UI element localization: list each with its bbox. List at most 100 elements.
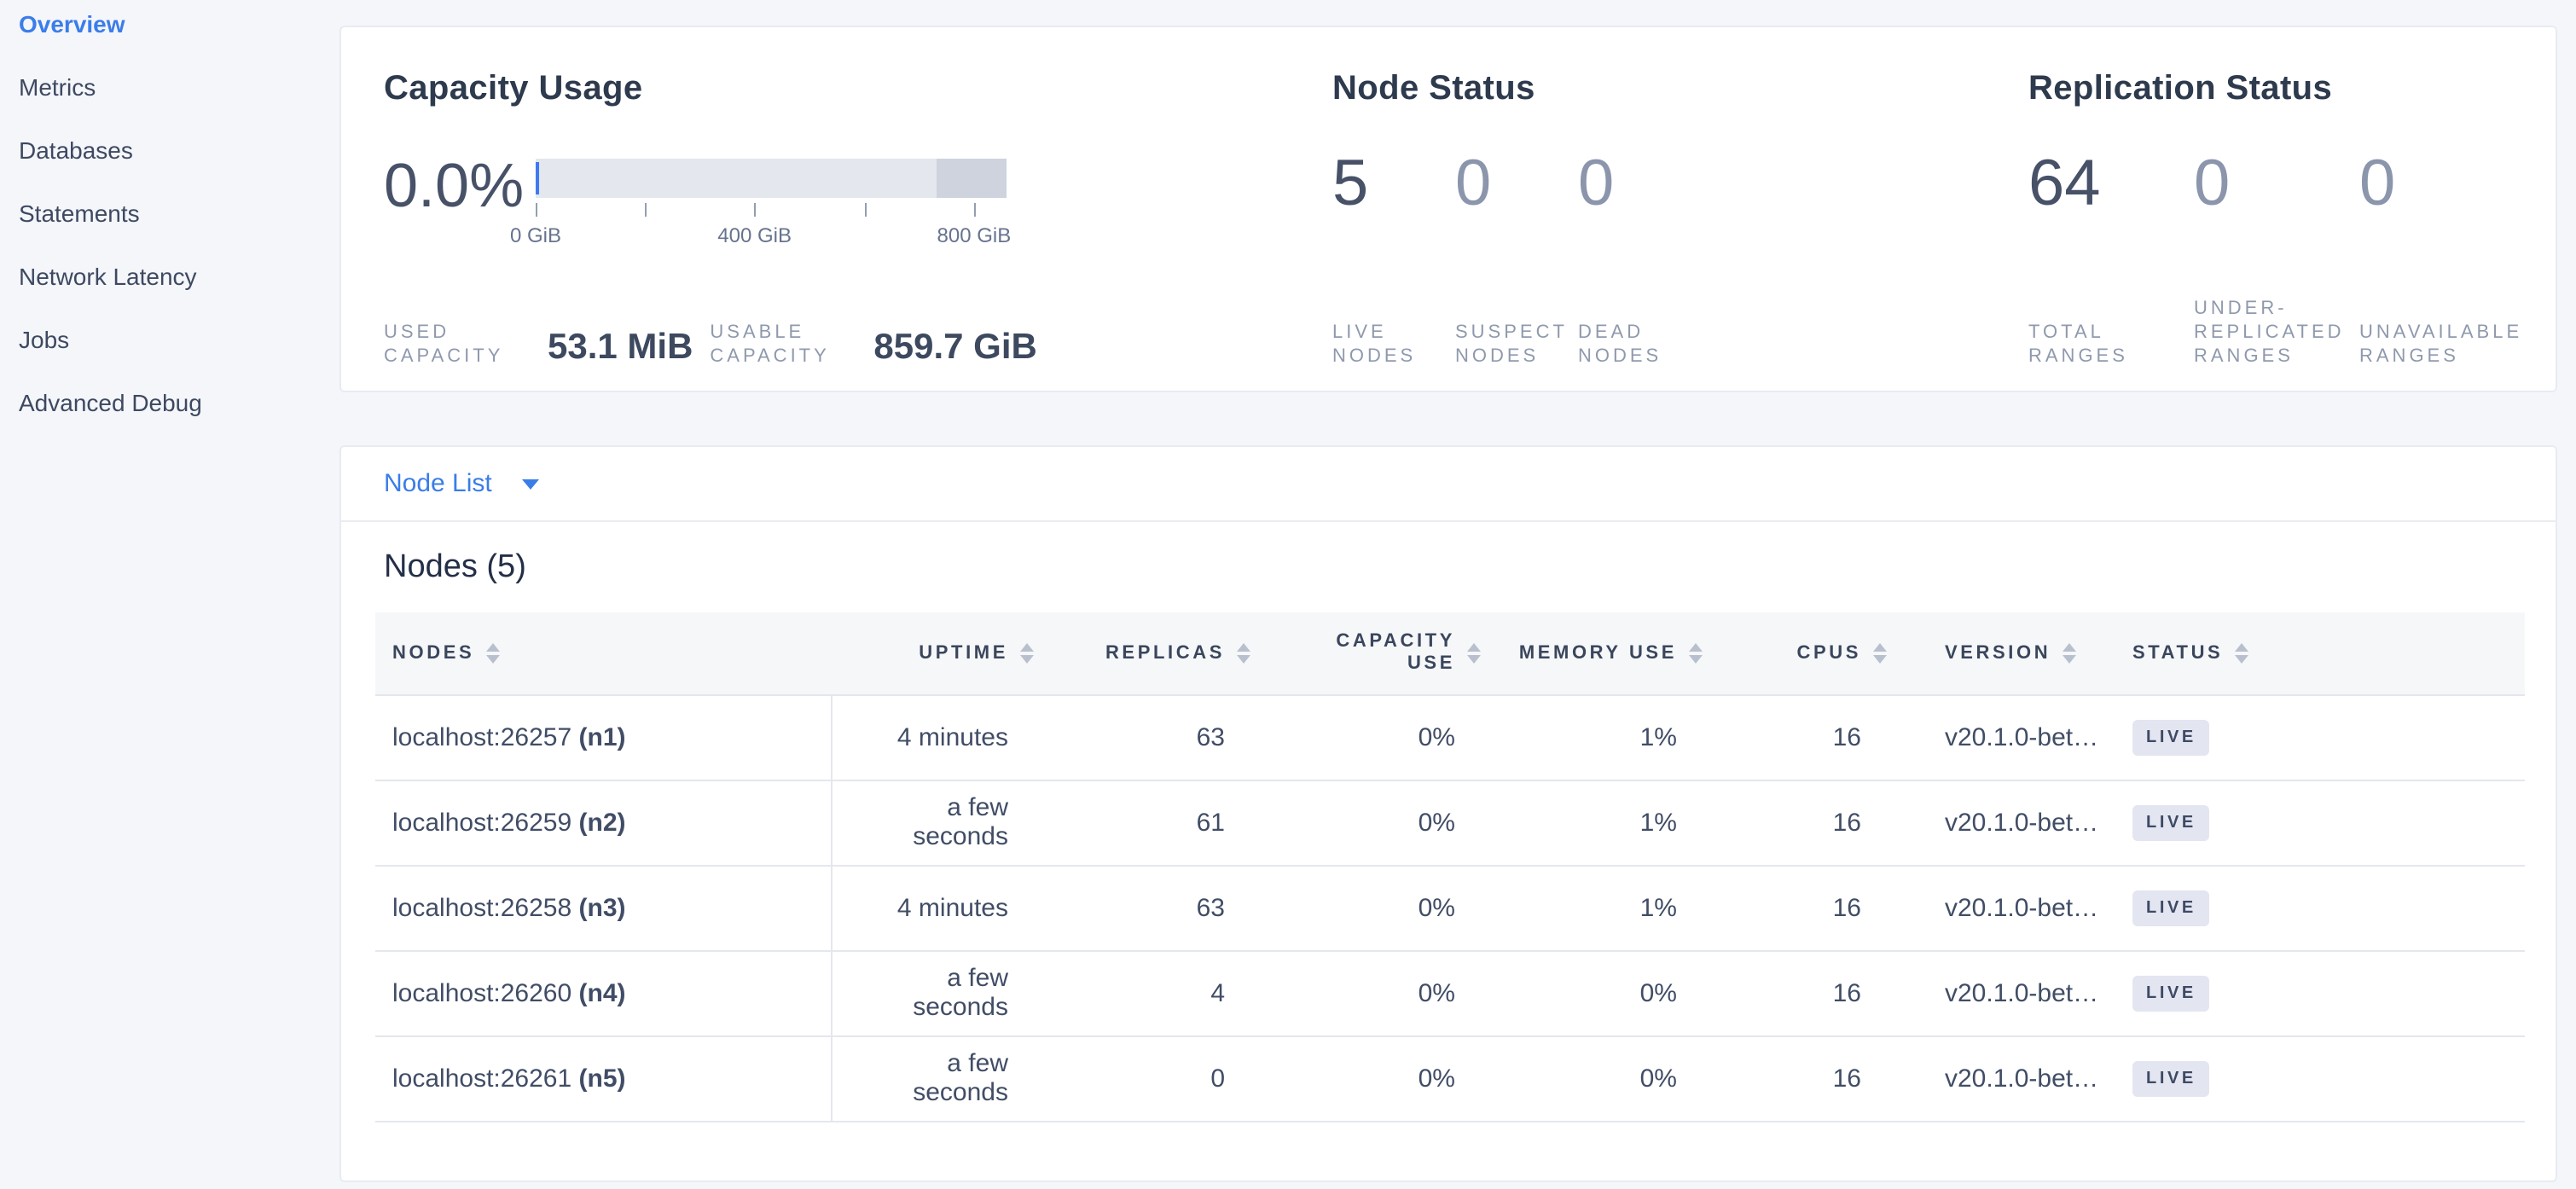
- cell-nodes: localhost:26257 (n1): [375, 694, 832, 780]
- sort-desc-arrow: [486, 654, 501, 664]
- table-row[interactable]: localhost:26257 (n1) 4 minutes 63 0% 1% 16 v20…: [375, 694, 2525, 780]
- cell-replicas: 63: [1054, 694, 1271, 780]
- capacity-usage-title: Capacity Usage: [384, 70, 643, 107]
- node-id: (n5): [578, 1064, 626, 1093]
- column-label: VERSION: [1945, 642, 2051, 664]
- capacity-stats: USED CAPACITY 53.1 MiB USABLE CAPACITY 859.…: [384, 297, 1037, 368]
- cell-replicas: 0: [1054, 1035, 1271, 1122]
- table-row[interactable]: localhost:26259 (n2) a few seconds 61 0% 1% 1…: [375, 780, 2525, 866]
- sort-asc-arrow: [2063, 642, 2077, 652]
- node-id: (n1): [578, 722, 626, 751]
- replication-status-title: Replication Status: [2028, 70, 2333, 107]
- node-status-title: Node Status: [1332, 70, 1535, 107]
- capacity-stat: USABLE CAPACITY 859.7 GiB: [710, 297, 1036, 368]
- cell-status: LIVE: [2115, 694, 2525, 780]
- cell-memory: 0%: [1501, 950, 1723, 1036]
- gauge-tick-label: 0 GiB: [509, 223, 562, 247]
- column-header-version[interactable]: VERSION: [1907, 612, 2115, 695]
- cell-uptime: 4 minutes: [831, 865, 1054, 951]
- sort-icon: [1020, 642, 1034, 664]
- cell-uptime: a few seconds: [831, 780, 1054, 866]
- cell-version: v20.1.0-bet…: [1907, 865, 2115, 951]
- cell-nodes: localhost:26258 (n3): [375, 865, 832, 951]
- cluster-summary-card: Capacity Usage 0.0% 0 GiB 400 GiB 800 GiB …: [339, 26, 2557, 392]
- sidebar-item-overview[interactable]: Overview: [19, 10, 125, 38]
- column-label: REPLICAS: [1105, 642, 1225, 664]
- cell-capacity: 0%: [1271, 950, 1501, 1036]
- sort-desc-arrow: [2063, 654, 2077, 664]
- stat-under-replicated-ranges: 0 UNDER-REPLICATED RANGES: [2194, 147, 2359, 368]
- column-header-uptime[interactable]: UPTIME: [831, 612, 1054, 695]
- column-header-nodes[interactable]: NODES: [375, 612, 831, 695]
- sort-icon: [1873, 642, 1887, 664]
- capacity-gauge-used-marker: [536, 162, 539, 194]
- cell-uptime: a few seconds: [831, 1035, 1054, 1122]
- stat-label: USABLE CAPACITY: [710, 322, 830, 367]
- cell-capacity: 0%: [1271, 694, 1501, 780]
- sort-icon: [486, 642, 501, 664]
- node-list-dropdown-label: Node List: [384, 469, 492, 498]
- status-badge: LIVE: [2132, 804, 2210, 840]
- node-address: localhost:26258: [392, 893, 579, 922]
- stat-value: 0: [2194, 148, 2231, 220]
- sidebar-item-databases[interactable]: Databases: [19, 136, 133, 164]
- sidebar-item-advanced-debug[interactable]: Advanced Debug: [19, 389, 202, 416]
- cell-version: v20.1.0-bet…: [1907, 780, 2115, 866]
- sidebar-item-network-latency[interactable]: Network Latency: [19, 263, 197, 290]
- gauge-tick: [645, 203, 647, 217]
- cell-version: v20.1.0-bet…: [1907, 950, 2115, 1036]
- cell-replicas: 63: [1054, 865, 1271, 951]
- cell-cpus: 16: [1723, 694, 1907, 780]
- stat-total-ranges: 64 TOTAL RANGES: [2028, 147, 2194, 368]
- capacity-stat: USED CAPACITY 53.1 MiB: [384, 297, 693, 368]
- cell-uptime: a few seconds: [831, 950, 1054, 1036]
- stat-value: 0: [1578, 148, 1615, 220]
- column-header-capacity[interactable]: CAPACITY USE: [1271, 612, 1501, 695]
- stat-value: 859.7 GiB: [873, 328, 1037, 367]
- column-header-memory[interactable]: MEMORY USE: [1501, 612, 1723, 695]
- node-status-section: Node Status 5 LIVE NODES 0 SUSPECT NODES 0 DE…: [1332, 68, 1701, 368]
- table-row[interactable]: localhost:26258 (n3) 4 minutes 63 0% 1% 16 v20…: [375, 865, 2525, 951]
- capacity-gauge: 0 GiB 400 GiB 800 GiB: [510, 147, 1011, 297]
- gauge-tick: [973, 203, 976, 217]
- stat-value: 53.1 MiB: [548, 328, 693, 367]
- sort-icon: [1689, 642, 1703, 664]
- sidebar-item-jobs[interactable]: Jobs: [19, 326, 70, 353]
- column-label: UPTIME: [919, 642, 1008, 664]
- cell-version: v20.1.0-bet…: [1907, 694, 2115, 780]
- column-label: STATUS: [2132, 642, 2224, 664]
- column-header-cpus[interactable]: CPUS: [1723, 612, 1907, 695]
- nodes-table: NODES UPTIME REPLICAS CAPACITY USE MEMORY US…: [375, 612, 2525, 1122]
- cell-status: LIVE: [2115, 865, 2525, 951]
- status-badge: LIVE: [2132, 890, 2210, 925]
- column-label: CPUS: [1796, 642, 1861, 664]
- sort-desc-arrow: [1237, 654, 1250, 664]
- sidebar-item-statements[interactable]: Statements: [19, 200, 140, 227]
- table-row[interactable]: localhost:26261 (n5) a few seconds 0 0% 0% 16…: [375, 1035, 2525, 1122]
- cell-version: v20.1.0-bet…: [1907, 1035, 2115, 1122]
- column-header-replicas[interactable]: REPLICAS: [1054, 612, 1271, 695]
- node-list-dropdown[interactable]: Node List: [341, 447, 2556, 522]
- replication-status-stats: 64 TOTAL RANGES 0 UNDER-REPLICATED RANGES 0 U…: [2028, 147, 2525, 368]
- cell-nodes: localhost:26261 (n5): [375, 1035, 832, 1122]
- gauge-tick: [754, 203, 757, 217]
- sidebar-item-metrics[interactable]: Metrics: [19, 73, 96, 101]
- sort-icon: [2235, 642, 2249, 664]
- node-address: localhost:26257: [392, 722, 579, 751]
- node-id: (n3): [578, 893, 626, 922]
- sort-icon: [1467, 642, 1481, 664]
- column-header-status[interactable]: STATUS: [2115, 612, 2525, 695]
- sort-asc-arrow: [1020, 642, 1034, 652]
- node-list-card: Node List Nodes (5) NODES UPTIME REPLICAS C…: [339, 445, 2557, 1182]
- status-badge: LIVE: [2132, 1060, 2210, 1096]
- stat-unavailable-ranges: 0 UNAVAILABLE RANGES: [2359, 147, 2525, 368]
- node-address: localhost:26259: [392, 808, 579, 837]
- stat-label: UNDER-REPLICATED RANGES: [2194, 299, 2345, 367]
- capacity-usage-section: Capacity Usage 0.0% 0 GiB 400 GiB 800 GiB …: [384, 68, 1037, 368]
- column-label: NODES: [392, 642, 475, 664]
- cell-nodes: localhost:26259 (n2): [375, 780, 832, 866]
- stat-value: 64: [2028, 148, 2101, 220]
- table-row[interactable]: localhost:26260 (n4) a few seconds 4 0% 0% 16…: [375, 950, 2525, 1036]
- sort-icon: [2063, 642, 2077, 664]
- stat-label: TOTAL RANGES: [2028, 322, 2128, 367]
